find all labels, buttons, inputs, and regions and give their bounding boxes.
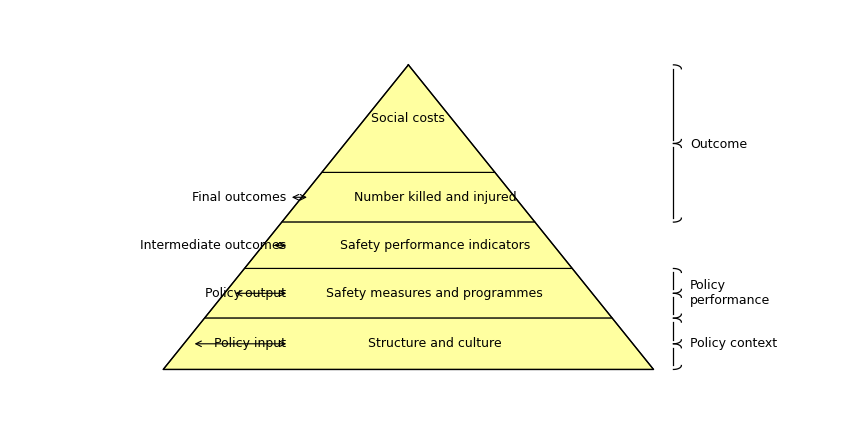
- Text: Safety performance indicators: Safety performance indicators: [339, 239, 530, 252]
- Polygon shape: [245, 222, 572, 268]
- Polygon shape: [204, 268, 612, 318]
- Text: Final outcomes: Final outcomes: [192, 191, 286, 204]
- Text: Number killed and injured: Number killed and injured: [354, 191, 516, 204]
- Text: Policy context: Policy context: [690, 337, 777, 350]
- Polygon shape: [321, 65, 495, 172]
- Text: Intermediate outcomes: Intermediate outcomes: [139, 239, 286, 252]
- Text: Policy
performance: Policy performance: [690, 280, 770, 307]
- Text: Outcome: Outcome: [690, 138, 747, 151]
- Text: Structure and culture: Structure and culture: [368, 337, 502, 350]
- Text: Policy input: Policy input: [214, 337, 286, 350]
- Polygon shape: [282, 172, 535, 222]
- Polygon shape: [163, 318, 653, 369]
- Text: Policy output: Policy output: [205, 287, 286, 300]
- Text: Safety measures and programmes: Safety measures and programmes: [327, 287, 543, 300]
- Text: Social costs: Social costs: [371, 112, 445, 125]
